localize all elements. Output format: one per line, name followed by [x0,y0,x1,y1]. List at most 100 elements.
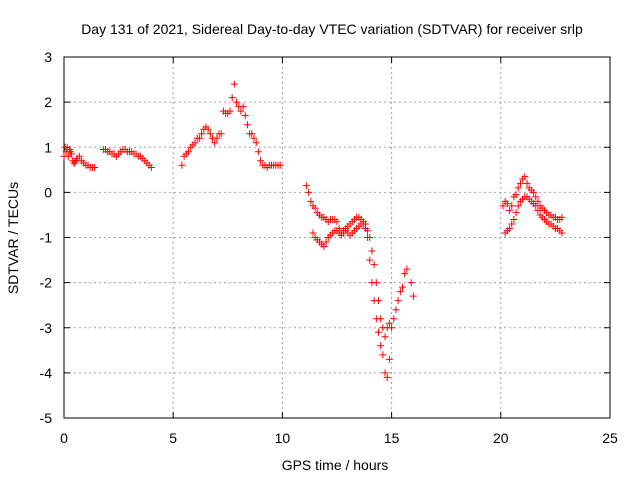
data-point [254,148,262,156]
data-point [243,121,251,129]
data-point [178,161,186,169]
data-point [532,202,540,210]
data-point [534,206,542,214]
data-point [233,98,241,106]
data-point [514,202,522,210]
data-point [217,130,225,138]
y-axis-label: SDTVAR / TECUs [5,182,21,294]
data-point [508,202,516,210]
data-point [230,80,238,88]
x-tick-label: 15 [384,430,400,446]
data-point [385,355,393,363]
data-point [320,243,328,251]
data-point [508,220,516,228]
y-tick-label: -3 [40,320,53,336]
data-point [381,333,389,341]
data-point [403,265,411,273]
data-point [396,288,404,296]
data-point [372,279,380,287]
y-tick-label: 0 [44,184,52,200]
y-tick-label: -4 [40,365,53,381]
data-point [407,279,415,287]
data-point [374,297,382,305]
data-point [532,193,540,201]
data-point [366,256,374,264]
data-point [377,342,385,350]
data-point [250,134,258,142]
data-point [366,234,374,241]
data-point [184,148,192,156]
y-tick-labels: 3 2 1 0 -1 -2 -3 -4 -5 [40,49,53,426]
data-point [510,215,518,223]
data-point [558,213,566,221]
grid-lines [64,57,610,418]
y-tick-label: -5 [40,410,53,426]
data-point [385,319,393,327]
data-point [534,197,542,205]
data-point [512,191,520,199]
data-point [381,369,389,377]
data-point [401,270,409,278]
x-tick-labels: 0 5 10 15 20 25 [60,430,618,446]
data-point [302,182,310,190]
data-point [252,139,260,147]
data-point [370,261,378,269]
data-point [195,134,203,142]
y-tick-label: -2 [40,275,53,291]
x-tick-label: 20 [493,430,509,446]
data-point [399,283,407,291]
data-point [379,351,387,359]
data-point [198,130,206,138]
data-point [377,315,385,323]
data-point [248,130,256,138]
data-point [503,200,511,208]
data-point [228,94,236,102]
y-tick-label: 1 [44,139,52,155]
data-point [394,297,402,305]
x-tick-label: 25 [602,430,618,446]
data-point [499,202,507,210]
data-point [307,197,315,205]
data-point [257,157,265,165]
data-point [558,229,566,237]
data-point [276,161,284,169]
data-point [241,112,249,120]
data-point [523,179,531,187]
data-point [506,224,514,232]
data-point [383,324,391,332]
data-point [516,179,524,187]
data-point [392,306,400,314]
data-point [311,204,319,212]
y-tick-label: -1 [40,230,53,246]
data-point [514,184,522,192]
data-point [239,103,247,111]
data-point [237,107,245,115]
data-point [211,139,219,147]
x-tick-label: 0 [60,430,68,446]
data-point [383,373,391,381]
data-point [322,238,330,246]
data-point [91,164,99,172]
data-points [60,80,566,381]
data-point [390,315,398,323]
data-point [75,152,83,160]
x-tick-label: 10 [275,430,291,446]
x-axis-label: GPS time / hours [282,457,389,473]
data-point [409,292,417,300]
data-point [506,206,514,214]
data-point [309,229,317,237]
data-point [68,150,76,158]
data-point [521,173,529,181]
data-point [191,139,199,147]
data-point [226,107,234,115]
data-point [147,164,155,172]
data-point [530,188,538,196]
data-point [333,218,341,226]
data-point [368,247,376,255]
x-tick-label: 5 [169,430,177,446]
y-tick-label: 2 [44,94,52,110]
y-tick-label: 3 [44,49,52,65]
chart-title: Day 131 of 2021, Sidereal Day-to-day VTE… [81,21,583,37]
axis-ticks [63,56,611,419]
